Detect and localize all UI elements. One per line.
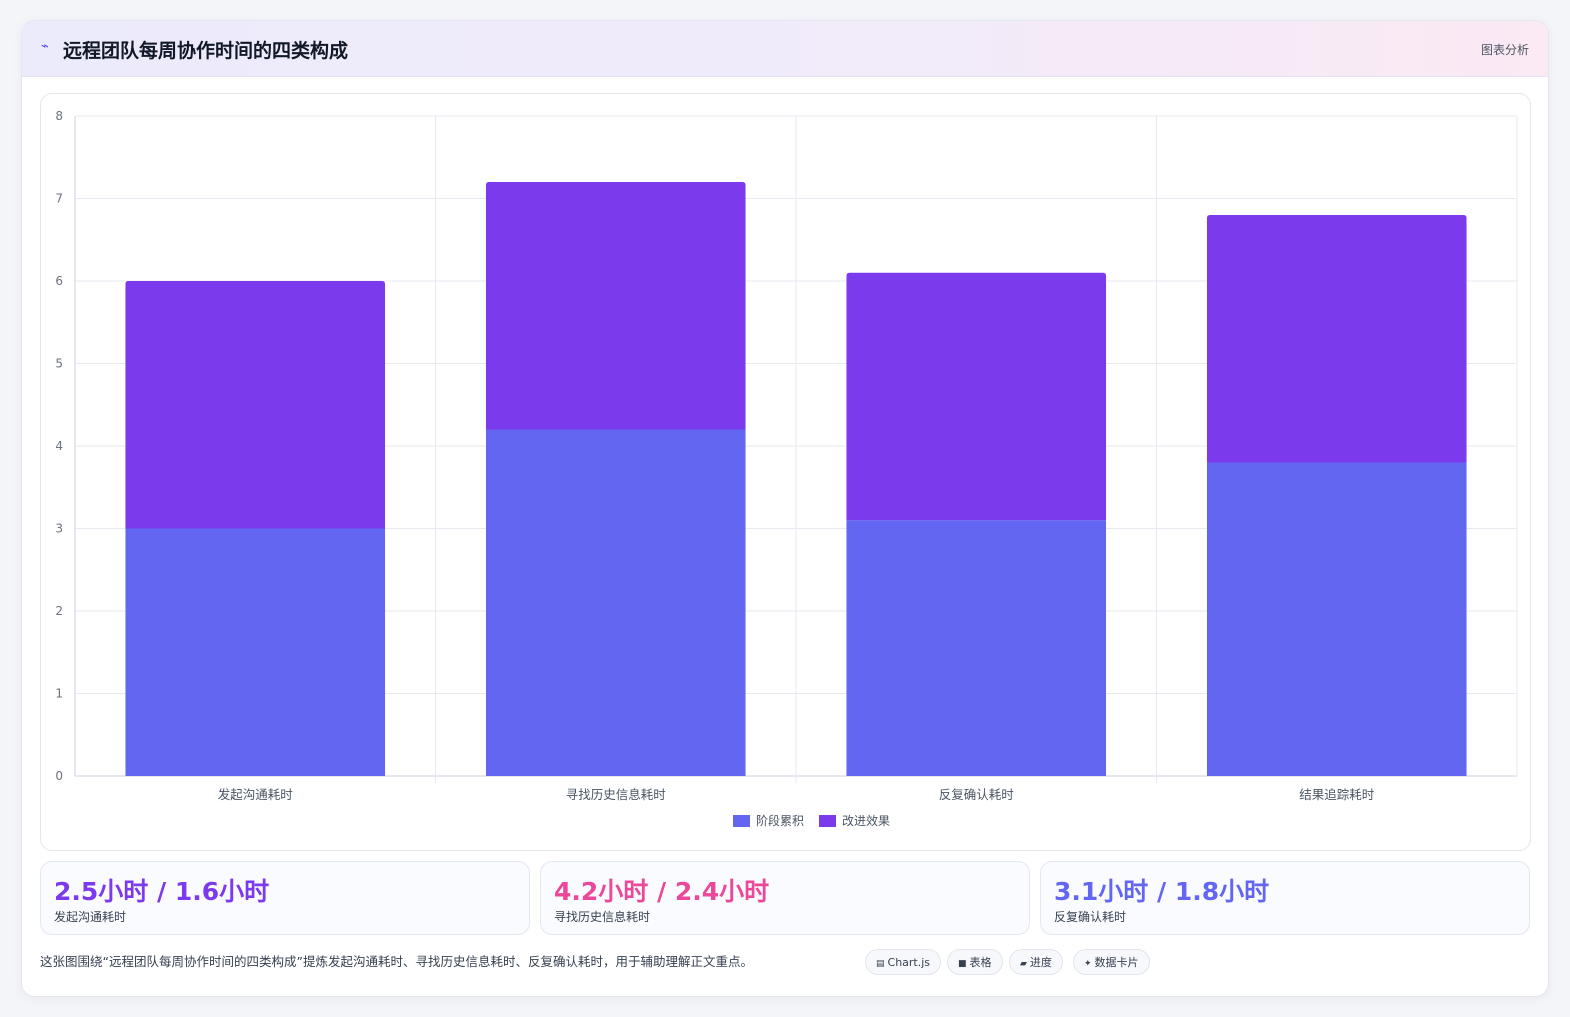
y-tick-label: 1	[55, 687, 63, 701]
header-tag: 图表分析	[1480, 43, 1529, 57]
stat-label: 反复确认耗时	[1054, 910, 1127, 924]
bar-segment	[1206, 215, 1467, 463]
bar-segment	[485, 182, 746, 430]
y-tick-label: 3	[55, 522, 63, 536]
stat-cards: 2.5小时 / 1.6小时 发起沟通耗时 4.2小时 / 2.4小时 寻找历史信…	[40, 861, 1530, 935]
chart-panel: 0 1 2 3 4 5 6 7 8 发起沟通耗时 寻找历史信息耗时 反复确认耗时 结果追踪耗时阶段累积 改…	[40, 93, 1531, 851]
tag-table[interactable]: ■ 表格	[947, 949, 1003, 975]
bar-segment	[846, 272, 1107, 521]
stat-value: 4.2小时 / 2.4小时	[554, 877, 770, 906]
tag-chartjs[interactable]: ▤ Chart.js	[865, 949, 942, 975]
y-tick-label: 5	[55, 357, 63, 371]
bar-segment	[125, 528, 386, 776]
y-tick-label: 0	[55, 769, 63, 783]
y-tick-label: 2	[55, 604, 63, 618]
chart-icon: ▤	[876, 959, 885, 969]
bar-segment	[125, 281, 386, 529]
legend-label: 阶段累积	[756, 813, 804, 828]
tag-label: Chart.js	[887, 956, 931, 969]
stat-card: 4.2小时 / 2.4小时 寻找历史信息耗时	[540, 861, 1030, 935]
legend-swatch	[733, 815, 750, 827]
tag-progress[interactable]: ▰ 进度	[1009, 949, 1063, 975]
stat-card: 3.1小时 / 1.8小时 反复确认耗时	[1040, 861, 1530, 935]
card-header: ⌁ 远程团队每周协作时间的四类构成 图表分析	[22, 21, 1548, 77]
stat-label: 寻找历史信息耗时	[554, 910, 651, 924]
y-tick-label: 8	[55, 109, 63, 123]
footnote: 这张图围绕“远程团队每周协作时间的四类构成”提炼发起沟通耗时、寻找历史信息耗时、…	[40, 954, 753, 969]
stat-label: 发起沟通耗时	[54, 910, 127, 924]
x-tick-label: 寻找历史信息耗时	[566, 787, 667, 802]
tag-label: 表格	[969, 956, 992, 969]
stat-value: 3.1小时 / 1.8小时	[1054, 877, 1270, 906]
bar-segment	[485, 429, 746, 776]
table-icon: ■	[958, 959, 967, 969]
sparkle-icon: ✦	[1084, 959, 1092, 969]
bar-segment	[1206, 462, 1467, 776]
y-tick-label: 4	[55, 439, 63, 453]
x-tick-label: 反复确认耗时	[939, 787, 1015, 802]
chart-line-icon: ⌁	[41, 39, 49, 54]
chart-card: ⌁ 远程团队每周协作时间的四类构成 图表分析 0 1 2 3 4 5 6 7 8 发起沟通耗时 寻找…	[21, 20, 1549, 997]
bar-segment	[846, 520, 1107, 776]
y-tick-label: 7	[55, 192, 63, 206]
y-tick-label: 6	[55, 274, 63, 288]
progress-icon: ▰	[1020, 959, 1027, 969]
legend-label: 改进效果	[842, 813, 890, 828]
page-title: 远程团队每周协作时间的四类构成	[63, 40, 349, 62]
legend-swatch	[819, 815, 836, 827]
tag-data-card[interactable]: ✦ 数据卡片	[1073, 949, 1150, 975]
tag-label: 数据卡片	[1094, 956, 1139, 969]
stat-card: 2.5小时 / 1.6小时 发起沟通耗时	[40, 861, 530, 935]
stat-value: 2.5小时 / 1.6小时	[54, 877, 270, 906]
x-tick-label: 发起沟通耗时	[218, 787, 294, 802]
x-tick-label: 结果追踪耗时	[1299, 787, 1375, 802]
tag-label: 进度	[1029, 956, 1052, 969]
